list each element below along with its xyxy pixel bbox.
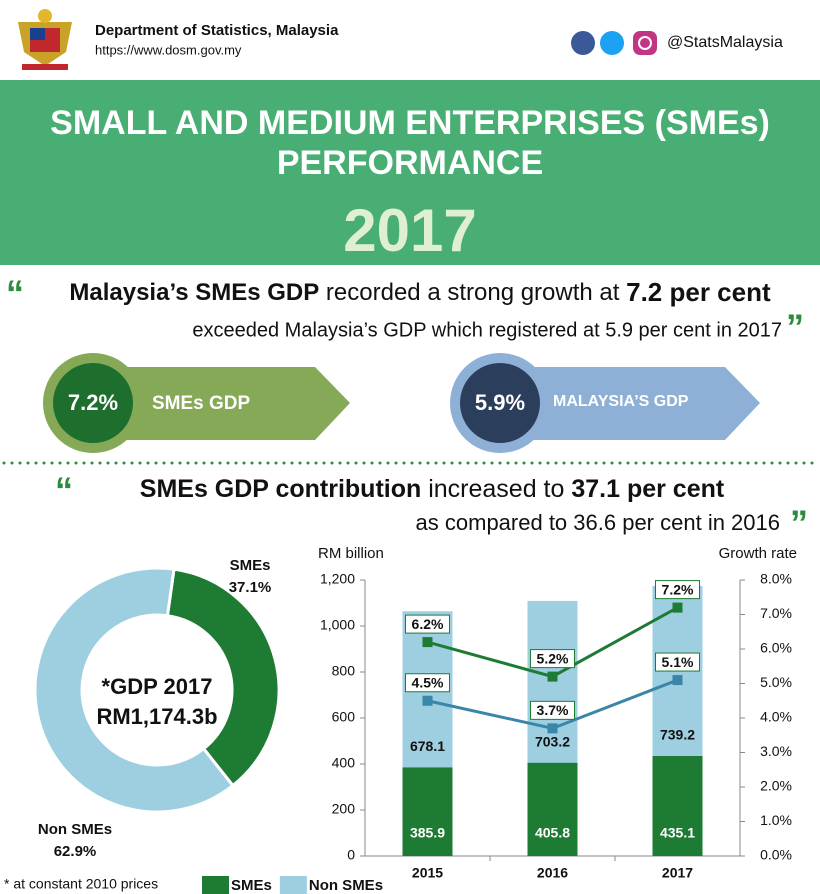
y2-tick-label: 1.0% (760, 812, 792, 828)
donut-segment (33, 566, 235, 814)
quote-bold: SMEs GDP contribution (140, 475, 422, 503)
quote-bold: 37.1 per cent (571, 475, 725, 503)
data-label: 3.7% (537, 702, 569, 718)
segment-value: 62.9% (54, 843, 97, 860)
bar (652, 755, 703, 856)
data-label-box (405, 614, 450, 634)
bar (402, 767, 453, 856)
line-marker (422, 695, 433, 706)
banner (0, 80, 820, 265)
legend-label: Non SMEs (309, 877, 383, 894)
y2-axis-label: Growth rate (719, 545, 797, 562)
data-label-box (655, 652, 700, 672)
social-handle: @StatsMalaysia (667, 34, 783, 51)
legend-label: SMEs (231, 877, 272, 894)
line-marker (547, 723, 558, 734)
x-tick-label: 2015 (412, 865, 443, 881)
y-tick-label: 800 (332, 663, 356, 679)
y-tick-label: 200 (332, 801, 356, 817)
donut-center-value: RM1,174.3b (96, 704, 217, 729)
quote-bold: Malaysia’s SMEs GDP (69, 279, 319, 306)
legend-swatch (279, 876, 307, 894)
y2-tick-label: 5.0% (760, 674, 792, 690)
quote-open: “ (6, 273, 24, 314)
data-label-box (655, 580, 700, 600)
facebook-icon (571, 31, 595, 55)
badge-arrow (500, 367, 760, 440)
quote-line: SMEs GDP contribution increased to 37.1 … (140, 475, 725, 503)
badge-label: SMEs GDP (152, 393, 251, 414)
quote-text: increased to (421, 475, 571, 503)
data-label: 5.1% (662, 654, 694, 670)
banner-year: 2017 (343, 197, 476, 264)
donut-center-title: *GDP 2017 (102, 674, 213, 699)
quote-close: ” (786, 307, 804, 348)
quote-bold: 7.2 per cent (626, 277, 771, 307)
quote-line: exceeded Malaysia’s GDP which registered… (192, 319, 782, 341)
bar-value-label: 385.9 (410, 825, 445, 841)
quote-close: ” (790, 503, 808, 544)
segment-value: 37.1% (229, 579, 272, 596)
quote-line: Malaysia’s SMEs GDP recorded a strong gr… (69, 277, 771, 307)
line-marker (672, 602, 683, 613)
data-label-box (405, 673, 450, 693)
organization: Department of Statistics, Malaysia (95, 22, 339, 39)
y-tick-label: 400 (332, 755, 356, 771)
url: https://www.dosm.gov.my (95, 42, 242, 57)
data-label-box (530, 649, 575, 669)
bar-value-label: 435.1 (660, 825, 695, 841)
legend-swatch (202, 876, 229, 894)
donut-segment (165, 567, 281, 788)
segment-label: SMEs (230, 557, 271, 574)
coat-of-arms (18, 9, 72, 70)
line-marker (422, 637, 433, 648)
y2-tick-label: 0.0% (760, 847, 792, 863)
data-label: 6.2% (412, 616, 444, 632)
y-axis-label: RM billion (318, 545, 384, 562)
bar-value-label: 678.1 (410, 738, 445, 754)
x-tick-label: 2017 (662, 865, 693, 881)
data-label-box (530, 700, 575, 720)
y2-tick-label: 7.0% (760, 605, 792, 621)
quote-open: “ (55, 470, 73, 511)
bar (527, 600, 578, 763)
y2-tick-label: 3.0% (760, 743, 792, 759)
quote-text: recorded a strong growth at (319, 279, 626, 306)
badge-label: MALAYSIA’S GDP (553, 393, 689, 410)
twitter-icon (600, 31, 624, 55)
badge-arrow (90, 367, 350, 440)
data-label: 7.2% (662, 581, 694, 597)
bar-value-label: 405.8 (535, 825, 570, 841)
title-line-2: PERFORMANCE (277, 144, 543, 182)
y-tick-label: 1,000 (320, 617, 355, 633)
y-tick-label: 1,200 (320, 571, 355, 587)
data-label: 5.2% (537, 650, 569, 666)
instagram-lens (638, 36, 652, 50)
bar-value-label: 703.2 (535, 733, 570, 749)
footnote: * at constant 2010 prices (4, 876, 158, 892)
line-marker (547, 671, 558, 682)
y2-tick-label: 8.0% (760, 571, 792, 587)
bar-value-label: 739.2 (660, 727, 695, 743)
badge-value: 7.2% (68, 390, 118, 415)
line-marker (672, 675, 683, 686)
y2-tick-label: 6.0% (760, 640, 792, 656)
y2-tick-label: 4.0% (760, 709, 792, 725)
instagram-icon (633, 31, 657, 55)
data-label: 4.5% (412, 674, 444, 690)
title-line-1: SMALL AND MEDIUM ENTERPRISES (SMEs) (50, 104, 770, 142)
badge-circle (460, 363, 540, 443)
y-tick-label: 0 (347, 847, 355, 863)
y-tick-label: 600 (332, 709, 356, 725)
segment-label: Non SMEs (38, 821, 112, 838)
bar (527, 762, 578, 856)
quote-line: as compared to 36.6 per cent in 2016 (416, 510, 780, 535)
badge-value: 5.9% (475, 390, 525, 415)
badge-circle (53, 363, 133, 443)
y2-tick-label: 2.0% (760, 778, 792, 794)
x-tick-label: 2016 (537, 865, 568, 881)
